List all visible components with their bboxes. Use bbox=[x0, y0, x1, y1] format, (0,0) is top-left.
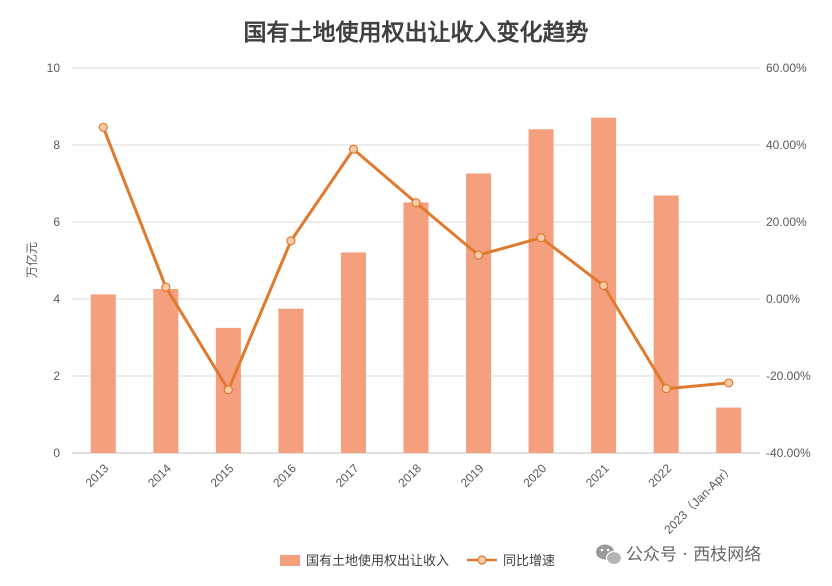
y-tick-label: 4 bbox=[53, 292, 60, 306]
watermark-text: 公众号 · 西枝网络 bbox=[626, 545, 761, 565]
wechat-icon bbox=[596, 544, 623, 566]
x-tick-label: 2015 bbox=[208, 461, 237, 490]
x-tick-label: 2014 bbox=[145, 461, 174, 490]
legend-label-bar: 国有土地使用权出让收入 bbox=[306, 553, 449, 569]
x-tick-label: 2013 bbox=[83, 461, 112, 490]
x-tick-label: 2016 bbox=[270, 461, 299, 490]
line-point bbox=[161, 282, 171, 292]
line-point bbox=[473, 250, 484, 260]
x-tick-label: 2021 bbox=[583, 461, 612, 490]
line-point bbox=[223, 385, 233, 395]
watermark: 公众号 · 西枝网络 bbox=[596, 544, 761, 566]
bar bbox=[528, 129, 554, 453]
y2-tick-label: -20.00% bbox=[766, 369, 811, 383]
bar bbox=[153, 288, 179, 453]
y-tick-label: 8 bbox=[53, 138, 60, 152]
y-axis-label: 万亿元 bbox=[24, 242, 39, 278]
y-tick-label: 2 bbox=[53, 369, 60, 383]
x-tick-label: 2019 bbox=[458, 461, 487, 490]
x-tick-label: 2022 bbox=[646, 461, 675, 490]
line-point bbox=[661, 384, 671, 394]
y2-tick-label: 40.00% bbox=[766, 138, 807, 152]
line-point bbox=[286, 236, 296, 246]
line-point bbox=[348, 144, 359, 154]
x-tick-label: 2020 bbox=[520, 461, 549, 490]
line-point bbox=[536, 233, 546, 243]
legend-swatch-bar bbox=[280, 555, 300, 566]
y2-tick-label: 60.00% bbox=[766, 61, 807, 75]
legend-label-line: 同比增速 bbox=[503, 554, 555, 569]
y2-tick-label: 20.00% bbox=[766, 215, 807, 229]
line-point bbox=[411, 198, 421, 208]
line-series bbox=[98, 122, 734, 395]
bar bbox=[653, 195, 679, 453]
line-point bbox=[724, 378, 734, 388]
bar bbox=[466, 173, 492, 454]
x-tick-label: 2018 bbox=[395, 461, 424, 490]
legend-marker-line bbox=[477, 555, 487, 565]
bar bbox=[90, 294, 116, 453]
legend: 国有土地使用权出让收入 同比增速 bbox=[280, 553, 555, 569]
y-tick-label: 10 bbox=[47, 61, 61, 75]
bar bbox=[278, 308, 304, 453]
line-point bbox=[599, 280, 609, 291]
y-tick-label: 0 bbox=[53, 446, 60, 460]
bar bbox=[340, 252, 366, 453]
bar-series bbox=[90, 117, 742, 454]
bar bbox=[403, 202, 429, 453]
bar bbox=[716, 407, 742, 453]
chart-title: 国有土地使用权出让收入变化趋势 bbox=[244, 19, 589, 46]
y2-tick-label: 0.00% bbox=[766, 292, 800, 306]
line-point bbox=[98, 122, 108, 132]
x-tick-label: 2017 bbox=[333, 461, 362, 490]
y2-tick-label: -40.00% bbox=[766, 446, 811, 460]
y-tick-label: 6 bbox=[53, 215, 60, 229]
